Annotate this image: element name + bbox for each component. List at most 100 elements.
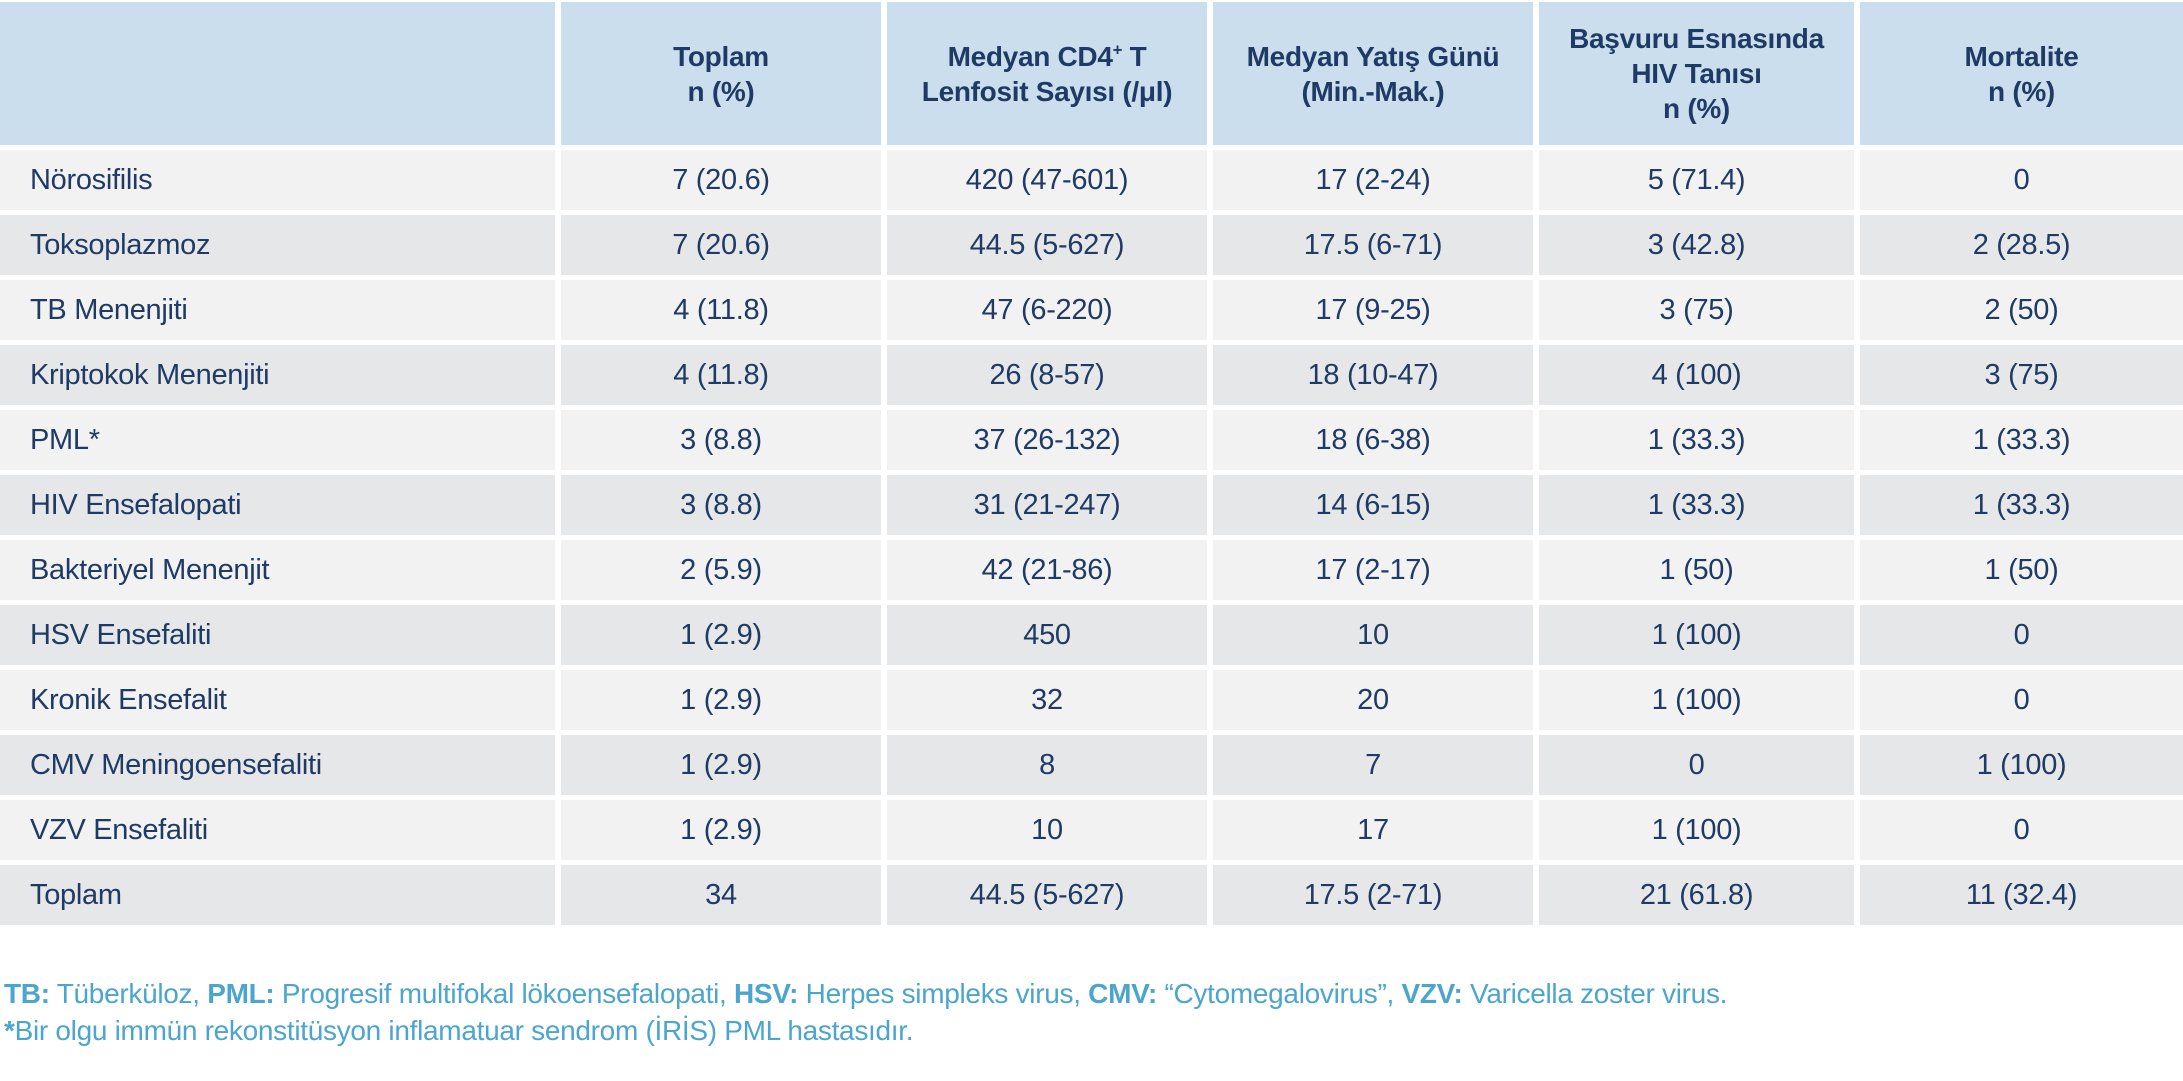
row-label: VZV Ensefaliti [0, 800, 555, 860]
row-label: Nörosifilis [0, 150, 555, 210]
column-header-line: HIV Tanısı [1631, 58, 1762, 89]
table-cell-hiv-tanisi: 1 (100) [1539, 800, 1854, 860]
table-cell-mortalite: 0 [1860, 605, 2183, 665]
footnote-text: Varicella zoster virus. [1462, 978, 1728, 1009]
table-cell-cd4: 47 (6-220) [887, 280, 1207, 340]
column-header-line: Başvuru Esnasında [1569, 23, 1824, 54]
row-label: PML* [0, 410, 555, 470]
column-header-line: (Min.-Mak.) [1301, 75, 1445, 107]
abbreviation-note: TB: Tüberküloz, PML: Progresif multifoka… [4, 975, 2183, 1012]
table-cell-cd4: 37 (26-132) [887, 410, 1207, 470]
table-cell-cd4: 44.5 (5-627) [887, 865, 1207, 925]
footnote-text: Herpes simpleks virus, [798, 978, 1089, 1009]
table-cell-hiv-tanisi: 1 (100) [1539, 670, 1854, 730]
table-cell-hiv-tanisi: 5 (71.4) [1539, 150, 1854, 210]
superscript: + [1112, 40, 1123, 60]
row-label: Toplam [0, 865, 555, 925]
table-cell-toplam: 7 (20.6) [561, 150, 881, 210]
table-cell-hiv-tanisi: 0 [1539, 735, 1854, 795]
footnote-abbreviation: TB: [4, 978, 50, 1009]
column-header-cd4: Medyan CD4+ T Lenfosit Sayısı (/μl) [887, 2, 1207, 145]
table-cell-yatis-gunu: 17 [1213, 800, 1533, 860]
column-header-condition [0, 2, 555, 145]
infection-table: Toplam n (%) Medyan CD4+ T Lenfosit Sayısı … [0, 0, 2183, 925]
table-cell-yatis-gunu: 17 (2-17) [1213, 540, 1533, 600]
table-cell-toplam: 1 (2.9) [561, 605, 881, 665]
table-cell-hiv-tanisi: 1 (33.3) [1539, 475, 1854, 535]
table-cell-mortalite: 11 (32.4) [1860, 865, 2183, 925]
column-header-line: Mortalite [1964, 40, 2079, 72]
table-cell-yatis-gunu: 10 [1213, 605, 1533, 665]
table-cell-mortalite: 2 (28.5) [1860, 215, 2183, 275]
table-cell-mortalite: 3 (75) [1860, 345, 2183, 405]
table-cell-mortalite: 0 [1860, 670, 2183, 730]
column-header-line: n (%) [1988, 75, 2055, 107]
table-cell-cd4: 44.5 (5-627) [887, 215, 1207, 275]
column-header-hiv-tanisi: Başvuru Esnasında HIV Tanısı n (%) [1539, 2, 1854, 145]
table-cell-toplam: 4 (11.8) [561, 280, 881, 340]
table-cell-yatis-gunu: 7 [1213, 735, 1533, 795]
table-cell-mortalite: 1 (100) [1860, 735, 2183, 795]
asterisk-note: *Bir olgu immün rekonstitüsyon inflamatu… [4, 1012, 2183, 1049]
footnote-text: “Cytomegalovirus”, [1156, 978, 1402, 1009]
table-cell-yatis-gunu: 20 [1213, 670, 1533, 730]
table-cell-mortalite: 0 [1860, 150, 2183, 210]
column-header-line: Lenfosit Sayısı (/μl) [921, 75, 1173, 107]
table-cell-toplam: 1 (2.9) [561, 800, 881, 860]
row-label: Bakteriyel Menenjit [0, 540, 555, 600]
table-cell-yatis-gunu: 17.5 (6-71) [1213, 215, 1533, 275]
row-label: HSV Ensefaliti [0, 605, 555, 665]
table-cell-toplam: 2 (5.9) [561, 540, 881, 600]
footnote-abbreviation: * [4, 1015, 15, 1046]
row-label: Kronik Ensefalit [0, 670, 555, 730]
table-cell-toplam: 4 (11.8) [561, 345, 881, 405]
column-header-line: Medyan CD4+ T [947, 40, 1147, 72]
table-cell-cd4: 32 [887, 670, 1207, 730]
footnote-abbreviation: CMV: [1088, 978, 1157, 1009]
table-cell-toplam: 3 (8.8) [561, 410, 881, 470]
row-label: CMV Meningoensefaliti [0, 735, 555, 795]
table-cell-cd4: 26 (8-57) [887, 345, 1207, 405]
footnote-abbreviation: HSV: [734, 978, 799, 1009]
table-cell-mortalite: 1 (33.3) [1860, 475, 2183, 535]
column-header-mortalite: Mortalite n (%) [1860, 2, 2183, 145]
row-label: Kriptokok Menenjiti [0, 345, 555, 405]
table-cell-yatis-gunu: 17 (9-25) [1213, 280, 1533, 340]
table-cell-mortalite: 0 [1860, 800, 2183, 860]
column-header-line: Medyan Yatış Günü [1246, 40, 1500, 72]
table-footnotes: TB: Tüberküloz, PML: Progresif multifoka… [0, 925, 2183, 1049]
row-label: TB Menenjiti [0, 280, 555, 340]
table-cell-toplam: 1 (2.9) [561, 670, 881, 730]
table-cell-mortalite: 1 (33.3) [1860, 410, 2183, 470]
table-cell-cd4: 8 [887, 735, 1207, 795]
footnote-abbreviation: VZV: [1401, 978, 1463, 1009]
table-cell-hiv-tanisi: 21 (61.8) [1539, 865, 1854, 925]
table-cell-cd4: 10 [887, 800, 1207, 860]
table-cell-yatis-gunu: 18 (6-38) [1213, 410, 1533, 470]
column-header-line: Toplam [673, 40, 769, 72]
table-cell-mortalite: 2 (50) [1860, 280, 2183, 340]
table-cell-cd4: 450 [887, 605, 1207, 665]
table-cell-hiv-tanisi: 3 (42.8) [1539, 215, 1854, 275]
column-header-yatis-gunu: Medyan Yatış Günü (Min.-Mak.) [1213, 2, 1533, 145]
column-header-toplam: Toplam n (%) [561, 2, 881, 145]
table-cell-hiv-tanisi: 4 (100) [1539, 345, 1854, 405]
table-cell-hiv-tanisi: 1 (50) [1539, 540, 1854, 600]
table-cell-yatis-gunu: 17 (2-24) [1213, 150, 1533, 210]
column-header-line: n (%) [1663, 93, 1730, 124]
table-cell-yatis-gunu: 17.5 (2-71) [1213, 865, 1533, 925]
table-cell-hiv-tanisi: 1 (33.3) [1539, 410, 1854, 470]
table-cell-cd4: 31 (21-247) [887, 475, 1207, 535]
table-cell-yatis-gunu: 14 (6-15) [1213, 475, 1533, 535]
row-label: Toksoplazmoz [0, 215, 555, 275]
table-cell-hiv-tanisi: 1 (100) [1539, 605, 1854, 665]
table-cell-cd4: 420 (47-601) [887, 150, 1207, 210]
footnote-text: Bir olgu immün rekonstitüsyon inflamatua… [14, 1015, 914, 1046]
table-cell-cd4: 42 (21-86) [887, 540, 1207, 600]
table-cell-toplam: 7 (20.6) [561, 215, 881, 275]
column-header-line: n (%) [687, 75, 755, 107]
table-cell-mortalite: 1 (50) [1860, 540, 2183, 600]
table-cell-toplam: 3 (8.8) [561, 475, 881, 535]
row-label: HIV Ensefalopati [0, 475, 555, 535]
